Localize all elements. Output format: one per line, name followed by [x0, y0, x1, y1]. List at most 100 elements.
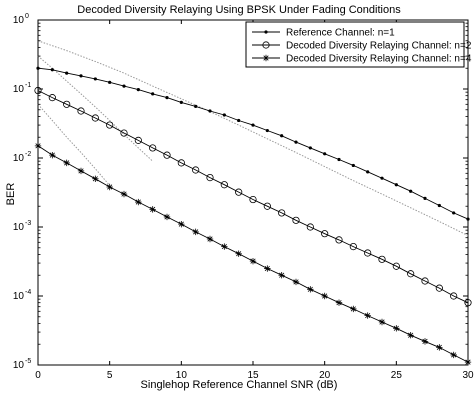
series-3-point — [34, 142, 42, 150]
series-2-point — [134, 136, 142, 144]
series-2-point — [177, 159, 185, 167]
series-2-point — [235, 188, 243, 196]
y-tick-exponent: -2 — [25, 151, 31, 158]
series-2-point — [450, 292, 458, 300]
x-tick-label: 15 — [247, 370, 259, 381]
series-1-point — [194, 104, 198, 108]
series-1-point — [93, 77, 97, 81]
series-2-point — [421, 277, 429, 285]
x-axis-label: Singlehop Reference Channel SNR (dB) — [141, 379, 338, 391]
y-tick-label: 10 — [13, 84, 25, 95]
series-1-point — [308, 146, 312, 150]
series-2-point — [263, 202, 271, 210]
series-1-point — [452, 211, 456, 215]
series-1-point — [351, 163, 355, 168]
y-tick-label: 10 — [13, 360, 25, 371]
series-3-point — [163, 213, 171, 221]
series-1-point — [280, 134, 284, 138]
y-tick-label: 10 — [13, 291, 25, 302]
y-axis-label: BER — [5, 183, 17, 206]
series-1-point — [151, 92, 155, 96]
series-3-point — [350, 305, 357, 313]
series-3-point — [364, 312, 371, 319]
series-3-point — [149, 206, 156, 213]
series-2-point — [364, 249, 372, 257]
series-2-point — [192, 166, 200, 174]
legend-entry-2: Decoded Diversity Relaying Channel: n=2 — [286, 41, 472, 52]
series-1-point — [208, 109, 212, 113]
y-tick-label: 10 — [13, 153, 25, 164]
legend-marker-2 — [262, 41, 270, 49]
x-tick-label: 25 — [391, 370, 403, 381]
series-3-point — [278, 272, 285, 279]
series-2-point — [120, 129, 128, 137]
series-3-point — [135, 198, 142, 206]
series-2-point — [106, 121, 114, 129]
y-tick-label: 10 — [13, 15, 25, 26]
series-3-point — [192, 228, 199, 236]
series-1-point — [222, 113, 226, 117]
series-1-point — [136, 88, 140, 92]
series-3-point — [378, 318, 386, 326]
x-tick-label: 0 — [35, 370, 41, 381]
theory-curve-2 — [37, 55, 154, 162]
series-3-point — [292, 278, 300, 286]
plot-frame — [37, 19, 469, 366]
plot-area — [34, 19, 472, 366]
series-2-point — [249, 195, 257, 204]
series-1-point — [323, 152, 327, 156]
legend-box — [245, 21, 465, 68]
series-3-point — [321, 292, 328, 300]
theory-curve-3 — [37, 103, 111, 186]
series-2-point — [149, 144, 157, 152]
theory-curve-1 — [37, 40, 469, 237]
series-2-point — [292, 216, 300, 224]
series-2-point — [34, 86, 42, 95]
series-2-point — [77, 107, 85, 115]
y-tick-exponent: -1 — [25, 82, 31, 89]
series-3-point — [178, 220, 185, 228]
series-3-point — [120, 190, 128, 198]
series-3-point — [393, 325, 400, 332]
series-1-point — [251, 123, 255, 127]
series-2-point — [407, 270, 415, 278]
series-2-point — [63, 100, 71, 108]
series-2-point — [335, 236, 343, 244]
series-3-point — [421, 338, 429, 345]
series-1-point — [437, 203, 441, 208]
series-3-point — [221, 243, 228, 250]
series-1-point — [122, 84, 126, 88]
legend-marker-3 — [262, 54, 270, 62]
x-tick-label: 5 — [107, 370, 113, 381]
series-2-point — [306, 223, 314, 231]
series-2-point — [163, 151, 171, 159]
series-1 — [36, 66, 470, 221]
legend-marker-1 — [264, 30, 268, 34]
series-1-point — [294, 140, 298, 144]
y-tick-exponent: 0 — [25, 13, 29, 20]
series-2-line — [37, 90, 469, 304]
series-1-point — [423, 196, 427, 200]
series-3-point — [106, 183, 113, 191]
series-1-point — [179, 100, 183, 104]
series-2-point — [278, 209, 286, 217]
series-3-point — [450, 351, 457, 359]
legend: Reference Channel: n=1 Decoded Diversity … — [245, 21, 472, 68]
series-1-point — [380, 176, 384, 180]
series-2-point — [91, 114, 99, 122]
series-2-point — [435, 284, 443, 292]
series-3-point — [206, 235, 214, 243]
series-3-point — [264, 265, 271, 272]
series-1-point — [337, 157, 341, 162]
x-tick-label: 10 — [176, 370, 188, 381]
legend-entry-3: Decoded Diversity Relaying Channel: n=4 — [286, 54, 472, 65]
series-1-point — [79, 74, 83, 78]
series-3-point — [235, 250, 242, 257]
series-2-point — [48, 94, 56, 102]
series-3-point — [77, 167, 85, 175]
series-1-point — [50, 68, 54, 72]
y-tick-exponent: -4 — [25, 289, 31, 296]
series-1-point — [394, 183, 398, 187]
